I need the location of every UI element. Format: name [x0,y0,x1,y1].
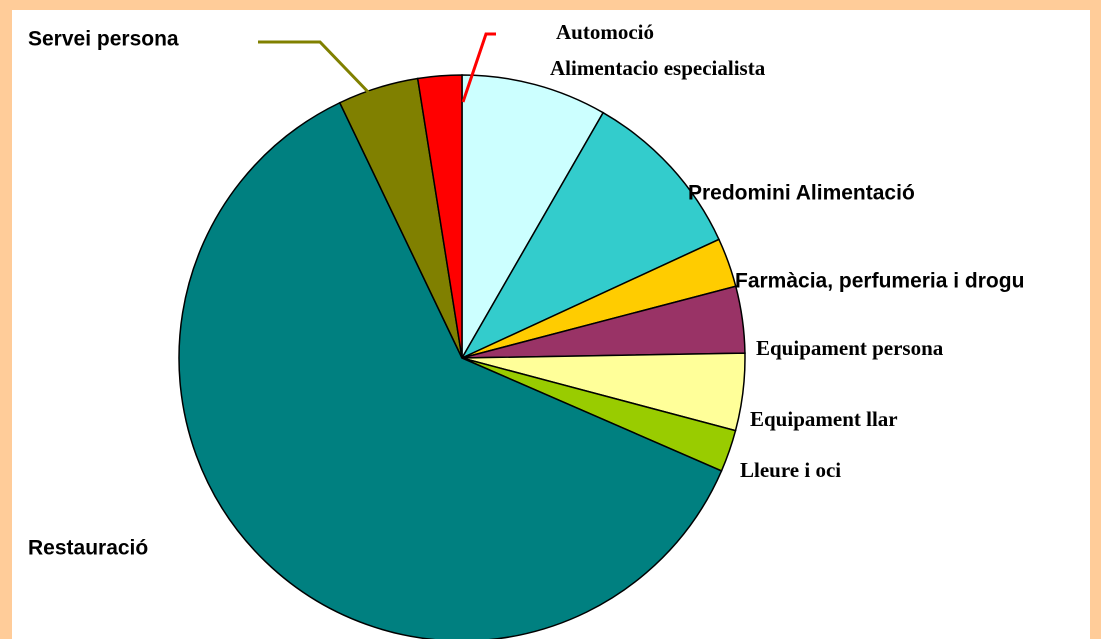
slice-label: Predomini Alimentació [688,182,915,205]
pie-slice [461,74,605,361]
slice-label: Automoció [556,20,654,44]
leader-line [461,32,496,103]
pie-slice [416,74,463,359]
plot: Alimentacio especialista Predomini Alimen… [28,20,1024,639]
pie-slice [178,101,723,639]
slice-label: Equipament llar [750,407,898,431]
slice-label: Lleure i oci [740,458,841,482]
pie-slice [460,111,720,360]
slice-label: Farmàcia, perfumeria i drogu [735,270,1024,293]
slice-label: Equipament persona [756,336,944,360]
slice-label: Alimentacio especialista [550,56,766,80]
leader-line [258,40,374,98]
slice-label: Servei persona [28,28,179,51]
slice-label: Restauració [28,537,148,560]
